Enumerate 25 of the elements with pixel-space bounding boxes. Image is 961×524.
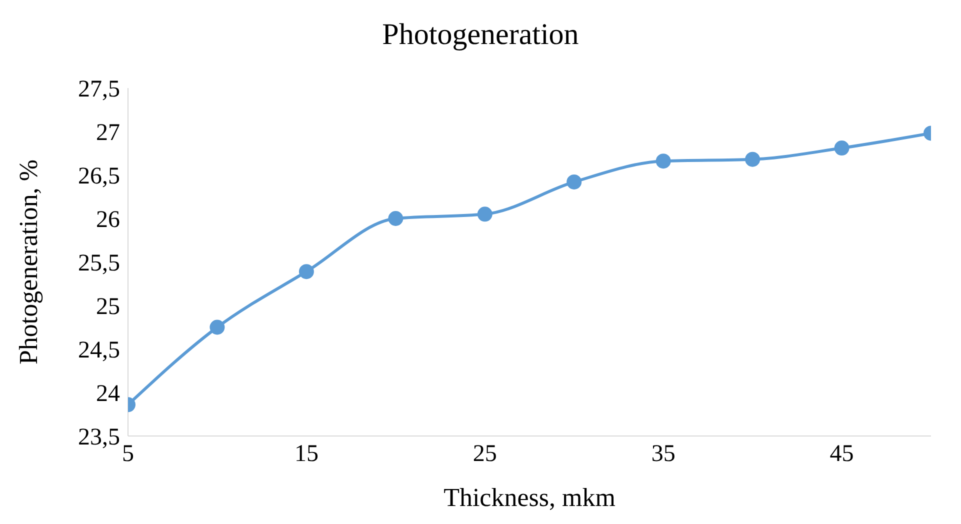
y-tick-label: 27 <box>96 120 120 146</box>
y-tick-label: 26 <box>96 207 120 234</box>
point <box>834 140 850 156</box>
point <box>656 154 671 169</box>
y-tick-label: 25,5 <box>78 250 120 277</box>
y-tick-label: 25 <box>96 294 120 320</box>
y-tick-label: 27,5 <box>78 76 120 103</box>
point <box>477 206 492 222</box>
y-tick-label: 26,5 <box>78 164 120 190</box>
x-tick-label: 5 <box>122 441 134 468</box>
x-tick-label: 45 <box>830 441 854 468</box>
y-tick-label: 24 <box>96 381 120 408</box>
point <box>388 211 404 226</box>
y-tick-label: 24,5 <box>78 338 120 364</box>
point <box>210 320 225 335</box>
x-axis-title: Thickness, mkm <box>444 483 616 512</box>
x-tick-label: 15 <box>294 441 318 468</box>
x-tick-label: 25 <box>472 441 497 468</box>
chart-title: Photogeneration <box>381 18 580 52</box>
point <box>566 174 582 190</box>
x-tick-label: 35 <box>651 441 676 468</box>
point <box>745 152 760 167</box>
y-axis-title: Photogeneration, % <box>14 159 44 365</box>
y-tick-label: 23,5 <box>78 424 120 451</box>
point <box>298 264 314 280</box>
